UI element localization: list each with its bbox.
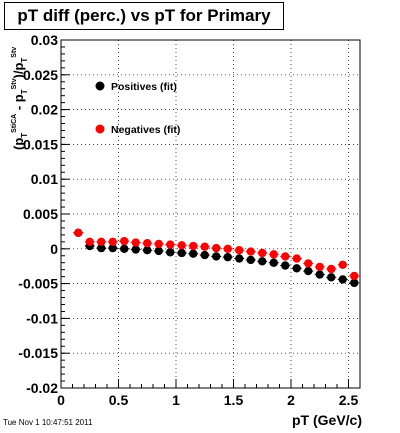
y-tick-label: 0.03 xyxy=(31,32,58,48)
data-point-negative xyxy=(131,238,140,247)
data-point-positive xyxy=(258,257,267,266)
data-point-positive xyxy=(189,249,198,258)
x-axis-label: pT (GeV/c) xyxy=(291,412,362,428)
data-point-positive xyxy=(246,255,255,265)
x-tick-label: 2.5 xyxy=(339,392,359,408)
legend-marker xyxy=(95,81,105,91)
data-point-negative xyxy=(223,244,232,253)
plot-frame xyxy=(60,39,361,389)
x-tick-label: 0 xyxy=(57,392,65,408)
data-point-positive xyxy=(131,245,140,254)
data-point-negative xyxy=(281,252,290,261)
data-point-positive xyxy=(200,250,209,260)
data-point-positive xyxy=(166,248,175,257)
data-point-positive xyxy=(350,278,359,288)
y-tick-label: 0.005 xyxy=(23,206,58,222)
data-point-positive xyxy=(269,258,278,267)
legend-marker xyxy=(95,124,105,134)
timestamp: Tue Nov 1 10:47:51 2011 xyxy=(3,418,93,427)
data-point-negative xyxy=(338,260,347,270)
data-point-positive xyxy=(108,243,117,253)
data-point-positive xyxy=(97,243,106,253)
data-point-negative xyxy=(143,239,152,248)
data-point-negative xyxy=(189,241,198,251)
chart-title-box: pT diff (perc.) vs pT for Primary xyxy=(4,2,284,30)
x-tick-label: 1.5 xyxy=(224,392,244,408)
y-tick-label: 0.02 xyxy=(31,102,58,118)
y-tick-label: 0.01 xyxy=(31,171,58,187)
data-point-positive xyxy=(143,245,152,255)
data-point-negative xyxy=(200,242,209,251)
data-point-negative xyxy=(212,243,221,253)
data-point-positive xyxy=(338,275,347,284)
data-point-negative xyxy=(304,259,313,268)
data-point-positive xyxy=(292,264,301,273)
data-point-negative xyxy=(235,245,244,255)
y-tick-label: -0.02 xyxy=(26,380,58,396)
data-point-positive xyxy=(315,270,324,279)
y-tick-label: -0.01 xyxy=(26,310,58,326)
data-point-negative xyxy=(246,247,255,256)
legend-label: Positives (fit) xyxy=(111,81,177,93)
data-point-positive xyxy=(177,248,186,258)
data-point-positive xyxy=(304,266,313,276)
data-point-negative xyxy=(108,237,117,247)
data-point-negative xyxy=(292,254,301,263)
data-point-negative xyxy=(74,228,83,237)
data-point-negative xyxy=(258,248,267,258)
x-tick-label: 2 xyxy=(287,392,295,408)
data-point-negative xyxy=(85,237,94,247)
data-point-negative xyxy=(315,262,324,272)
y-tick-label: 0.015 xyxy=(23,136,58,152)
data-point-negative xyxy=(97,237,106,247)
x-tick-label: 1 xyxy=(172,392,180,408)
data-point-positive xyxy=(235,254,244,263)
data-point-negative xyxy=(120,236,129,246)
data-point-positive xyxy=(281,261,290,270)
y-tick-label: 0 xyxy=(50,241,58,257)
chart-title: pT diff (perc.) vs pT for Primary xyxy=(17,6,271,25)
x-tick-label: 0.5 xyxy=(109,392,129,408)
data-point-negative xyxy=(269,250,278,259)
data-point-negative xyxy=(350,271,359,281)
y-tick-label: -0.015 xyxy=(18,345,58,361)
data-point-negative xyxy=(166,240,175,249)
data-point-positive xyxy=(327,273,336,282)
data-point-negative xyxy=(154,239,163,249)
y-axis-label: (pTStiCA - pTStv)/pTStv xyxy=(11,47,29,150)
y-tick-label: 0.025 xyxy=(23,67,58,83)
data-point-positive xyxy=(154,246,163,256)
data-point-positive xyxy=(212,252,221,261)
data-point-negative xyxy=(327,264,336,274)
y-tick-label: -0.005 xyxy=(18,276,58,292)
legend-label: Negatives (fit) xyxy=(111,124,180,136)
data-point-negative xyxy=(177,241,186,250)
data-point-positive xyxy=(223,252,232,262)
data-point-positive xyxy=(120,244,129,253)
